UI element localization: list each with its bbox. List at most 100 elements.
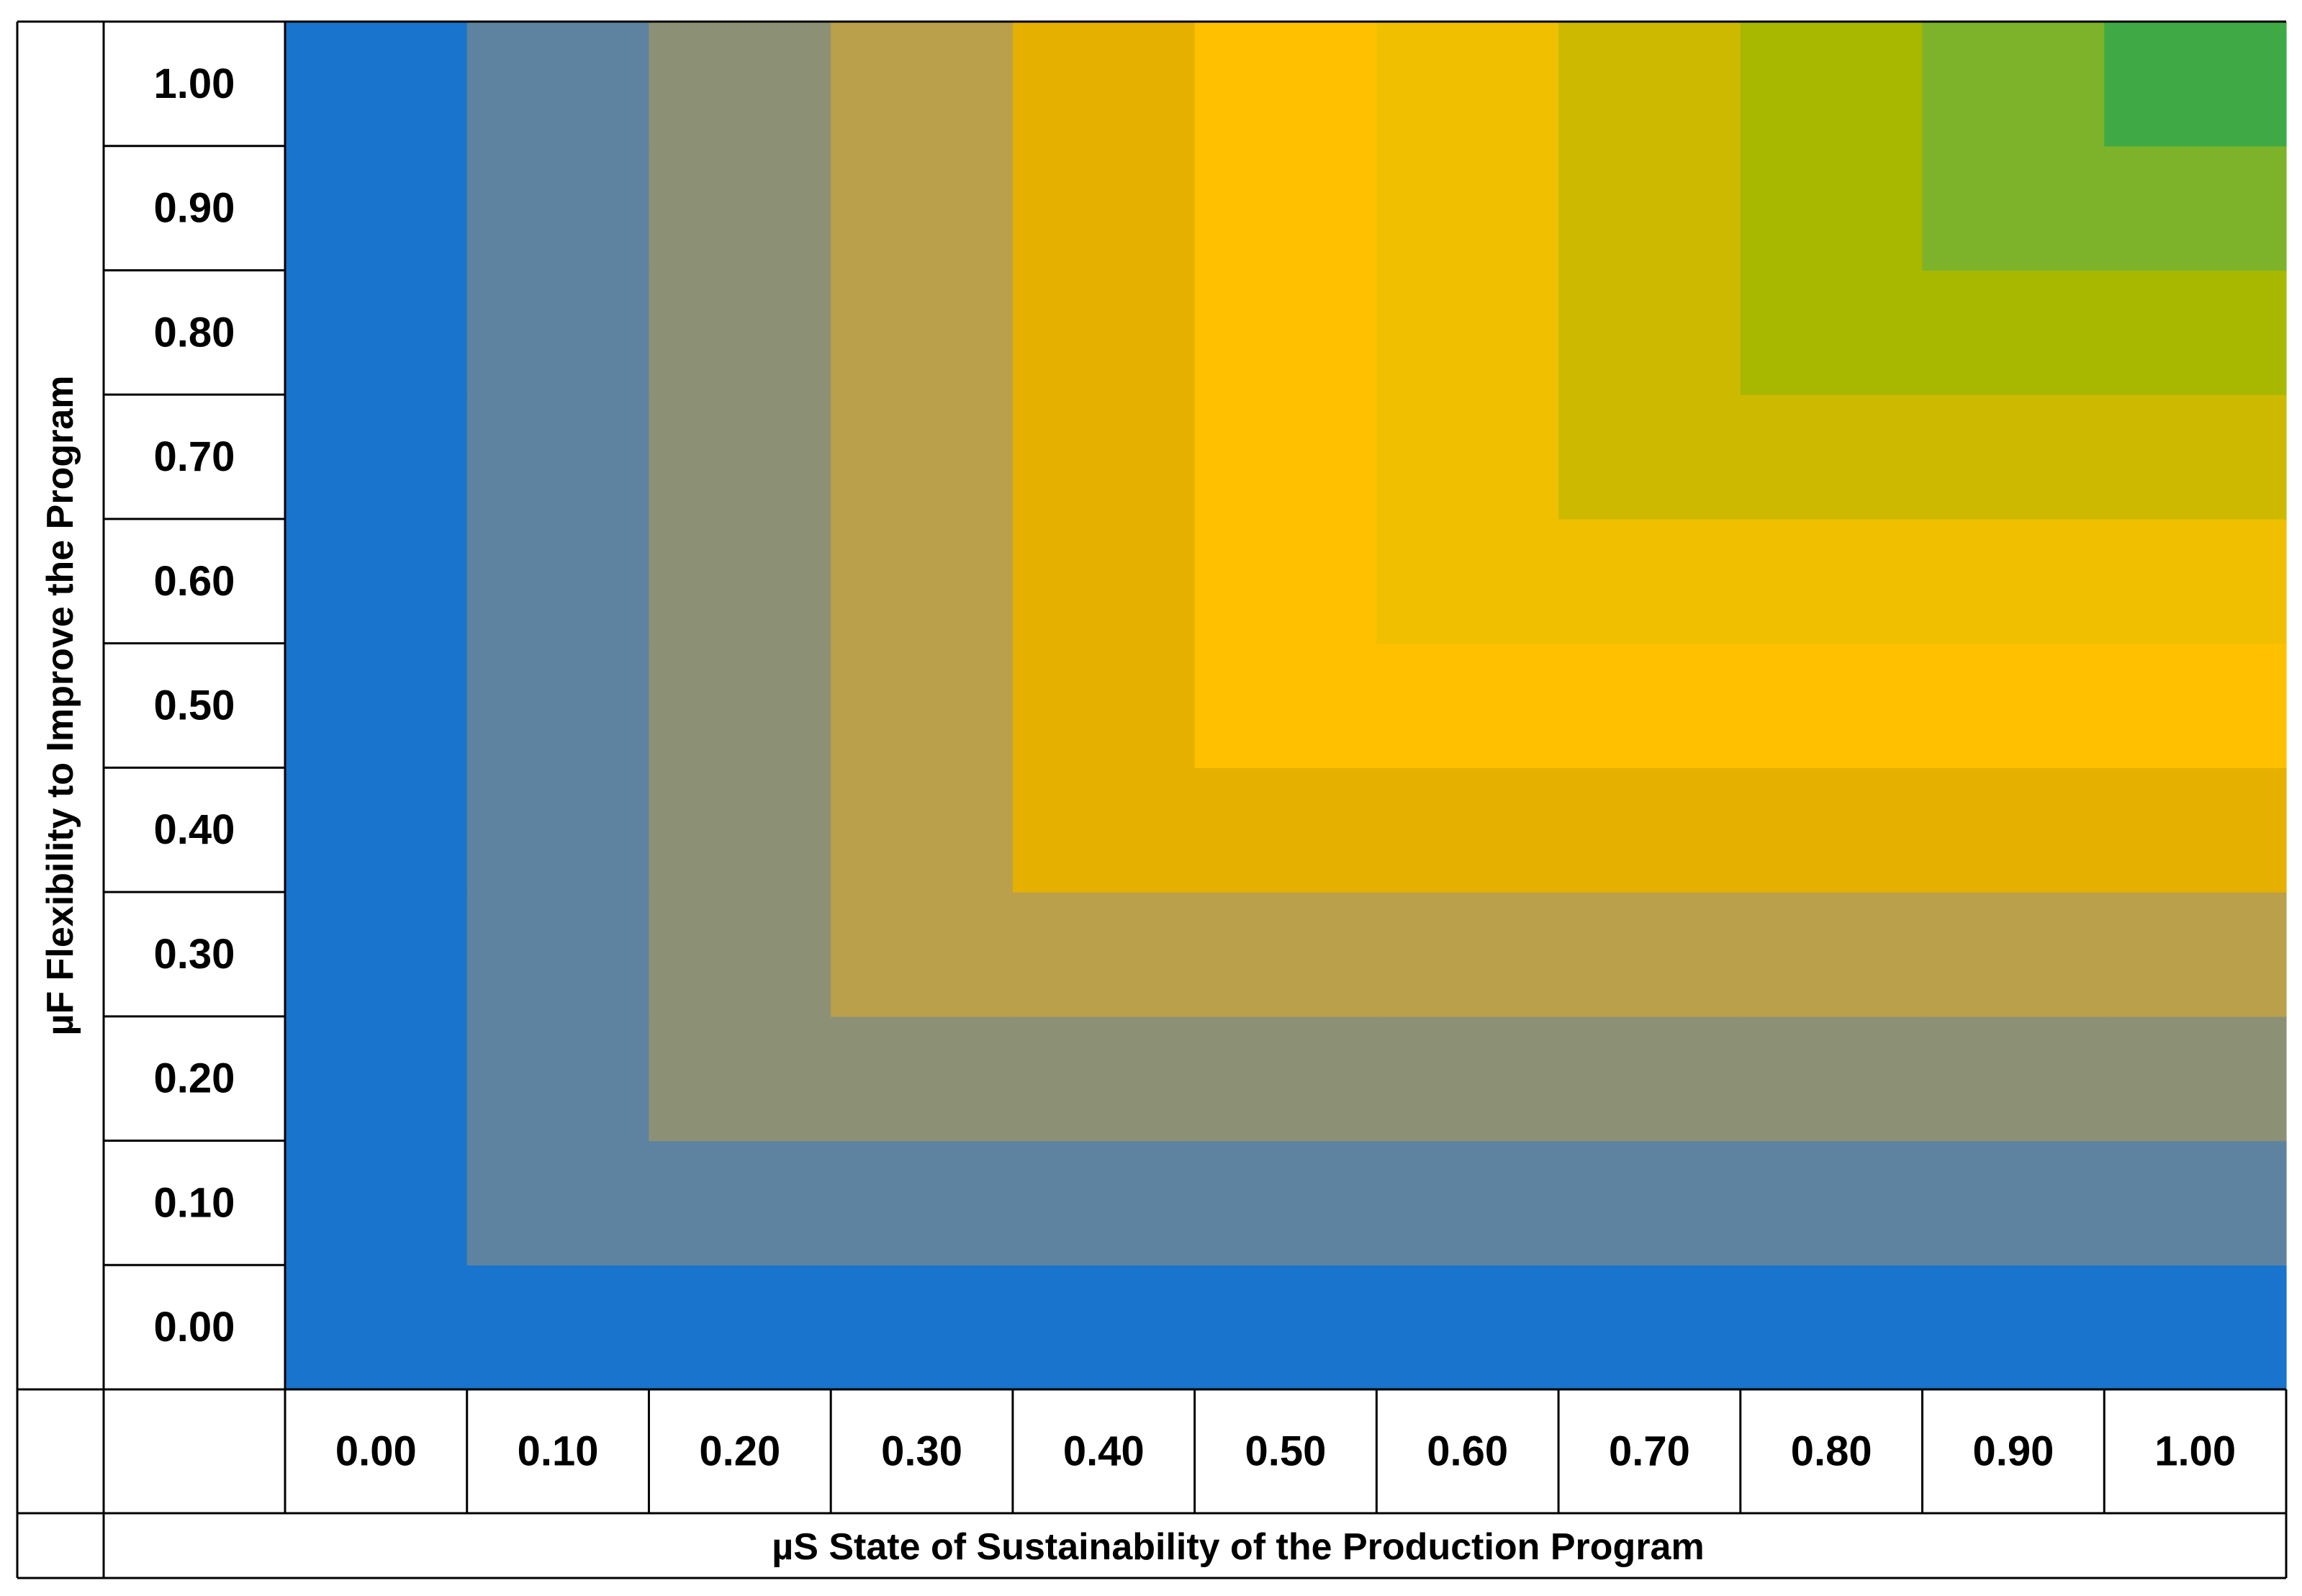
x-tick-label: 0.90 [1972,1428,2054,1475]
y-tick-label: 1.00 [154,60,235,107]
heatmap-cell [1922,1140,2105,1266]
heatmap-cell [1194,1016,1377,1142]
heatmap-cell [1012,643,1196,768]
heatmap-cell [831,892,1014,1017]
heatmap-cell [831,767,1014,893]
heatmap-cell [1194,643,1377,768]
heatmap-cell [466,395,650,520]
heatmap-cell [1740,767,1923,893]
heatmap-cell [1194,145,1377,271]
heatmap-cell [2104,1016,2287,1142]
heatmap-cell [649,1016,831,1142]
heatmap-cell [1740,892,1923,1017]
heatmap-cell [1194,270,1377,395]
heatmap-cell [1376,643,1559,768]
heatmap-cell [1922,1016,2105,1142]
heatmap-cell [1012,22,1196,147]
heatmap-cell [1194,395,1377,520]
x-axis-tick-labels: 0.00 0.10 0.20 0.30 0.40 0.50 0.60 0.70 0.80 0.90… [335,1428,2236,1475]
heatmap-cell [2104,518,2287,644]
heatmap-cell [1558,892,1741,1017]
heatmap-cell [285,395,468,520]
heatmap-cell [1194,767,1377,893]
heatmap-cell [466,145,650,271]
heatmap-cell [466,270,650,395]
heatmap-cell [1376,395,1559,520]
heatmap-cell [1922,22,2105,147]
heatmap-cell [466,518,650,644]
heatmap-cell [1376,145,1559,271]
heatmap-cell [649,518,831,644]
heatmap-cell [1012,145,1196,271]
heatmap-cell [1922,145,2105,271]
heatmap-cell [649,1265,831,1390]
heatmap-cell [1194,518,1377,644]
heatmap-cell [1558,767,1741,893]
heatmap-cell [831,145,1014,271]
heatmap-cell [1012,767,1196,893]
x-tick-label: 0.10 [518,1428,599,1475]
heatmap-cell [2104,270,2287,395]
heatmap-cell [1012,892,1196,1017]
heatmap-cell [1922,395,2105,520]
heatmap-cell [1740,1140,1923,1266]
heatmap-cell [285,643,468,768]
heatmap-cell [1922,1265,2105,1390]
heatmap-cell [1922,643,2105,768]
x-tick-label: 1.00 [2154,1428,2236,1475]
y-tick-label: 0.00 [154,1304,235,1351]
heatmap-cell [2104,892,2287,1017]
x-tick-label: 0.80 [1791,1428,1872,1475]
x-tick-label: 0.60 [1427,1428,1508,1475]
heatmap-cell [649,270,831,395]
heatmap-cell [1376,22,1559,147]
heatmap-cell [285,22,468,147]
y-tick-label: 0.10 [154,1179,235,1226]
y-tick-label: 0.30 [154,931,235,978]
heatmap-cell [831,643,1014,768]
heatmap-cell [1376,1265,1559,1390]
y-tick-label: 0.90 [154,185,235,232]
heatmap-cell [649,643,831,768]
heatmap-cell [1558,1265,1741,1390]
heatmap-cell [831,22,1014,147]
heatmap-cell [466,22,650,147]
heatmap-cell [1740,518,1923,644]
y-tick-label: 0.60 [154,558,235,605]
x-axis-title: µS State of Sustainability of the Produc… [772,1526,1704,1568]
heatmap-cell [1740,1016,1923,1142]
heatmap-cell [1194,22,1377,147]
y-tick-label: 0.20 [154,1055,235,1102]
heatmap-cell [1194,1140,1377,1266]
heatmap-cell [1558,270,1741,395]
heatmap-cell [1376,892,1559,1017]
y-axis-tick-labels: 0.00 0.10 0.20 0.30 0.40 0.50 0.60 0.70 0.80 0.90… [154,60,235,1351]
heatmap-cell [831,395,1014,520]
heatmap-cell [285,1140,468,1266]
heatmap-cell [1740,395,1923,520]
heatmap-cell [1740,270,1923,395]
table-gridlines [16,20,2288,1579]
heatmap-cell [466,1265,650,1390]
heatmap-cell [1012,270,1196,395]
heatmap-cell [2104,395,2287,520]
heatmap-cell [1558,518,1741,644]
x-tick-label: 0.50 [1245,1428,1327,1475]
heatmap-cell [649,1140,831,1266]
heatmap-cell [1558,145,1741,271]
heatmap-cell [1012,1016,1196,1142]
x-tick-label: 0.30 [881,1428,962,1475]
heatmap-cell [649,22,831,147]
heatmap-cell [466,1140,650,1266]
heatmap-cell [649,145,831,271]
heatmap-cell [1012,1265,1196,1390]
heatmap-cell [2104,1140,2287,1266]
heatmap-cell [2104,145,2287,271]
heatmap-cell [285,767,468,893]
heatmap-cell [1194,892,1377,1017]
heatmap-cell [1376,1016,1559,1142]
heatmap-cell [1376,518,1559,644]
heatmap-cell [285,1265,468,1390]
heatmap-cell [285,145,468,271]
x-tick-label: 0.20 [699,1428,780,1475]
